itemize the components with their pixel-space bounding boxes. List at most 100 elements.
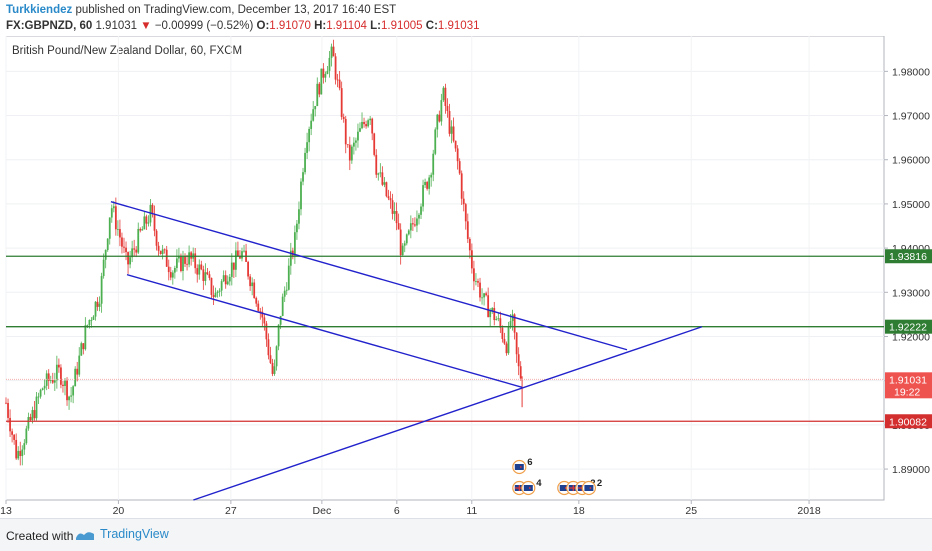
candle-body [23, 443, 26, 450]
candle-body [82, 343, 85, 350]
candle-body [94, 301, 97, 317]
candle-body [479, 282, 481, 298]
economic-events[interactable]: 6422 [512, 457, 602, 496]
candle-body [442, 87, 445, 101]
publish-line: Turkkiendez published on TradingView.com… [6, 4, 396, 16]
candle-body [173, 267, 176, 273]
candle-body [35, 396, 38, 419]
candle-body [198, 264, 201, 275]
y-tick-label: 1.92000 [892, 331, 930, 343]
candle-body [338, 79, 341, 89]
candle-body [62, 384, 64, 386]
y-tick-label: 1.89000 [892, 464, 930, 476]
candle-body [119, 229, 121, 238]
candle-body [389, 198, 392, 201]
candle-body [302, 172, 304, 182]
candle-body [222, 275, 225, 282]
candle-body [355, 140, 357, 143]
time-axis[interactable]: 13 20 27 Dec 6 11 18 25 2018 [0, 500, 821, 517]
high-value: 1.91104 [326, 20, 367, 32]
candle-body [21, 449, 24, 457]
candle-body [84, 325, 87, 350]
price-chart[interactable]: British Pound/New Zealand Dollar, 60, FX… [0, 36, 932, 518]
candle-body [216, 291, 219, 293]
candle-body [357, 131, 359, 141]
candle-body [411, 223, 414, 225]
candle-body [165, 249, 168, 267]
nz-flag-star-icon [589, 487, 592, 489]
candle-body [426, 181, 429, 189]
candle-body [332, 46, 335, 57]
countdown-label: 19:22 [894, 386, 920, 398]
nz-flag-star-icon [519, 466, 522, 468]
candle-body [261, 311, 264, 318]
candle-body [318, 83, 321, 95]
candle-body [367, 120, 370, 127]
candle-body [475, 281, 477, 282]
candle-body [147, 222, 150, 224]
trendline [126, 273, 523, 388]
candle-body [293, 232, 296, 256]
candle-body [519, 366, 522, 379]
candle-body [509, 321, 512, 327]
close-label: C: [425, 20, 438, 32]
event-count: 2 [597, 478, 602, 489]
candle-body [285, 289, 288, 291]
nz-flag-icon [559, 485, 569, 491]
candle-body [491, 307, 494, 311]
candle-body [200, 264, 203, 270]
candle-body [334, 56, 337, 80]
candle-body [287, 265, 290, 290]
candle-body [277, 324, 280, 347]
candle-body [204, 272, 207, 281]
candle-body [180, 255, 182, 272]
candle-body [7, 402, 9, 418]
candle-body [178, 255, 180, 259]
candle-body [224, 275, 227, 285]
candle-body [424, 181, 426, 186]
candle-body [391, 200, 394, 214]
candle-body [314, 106, 317, 110]
candle-body [13, 434, 16, 440]
candle-body [202, 269, 205, 281]
candle-body [259, 310, 262, 312]
candle-body [395, 211, 398, 224]
candle-body [414, 224, 416, 226]
symbol-label[interactable]: FX:GBPNZD, 60 [6, 20, 93, 32]
candle-body [379, 172, 382, 174]
candle-body [350, 146, 353, 161]
candle-body [336, 79, 339, 81]
candle-body [403, 243, 406, 246]
author-link[interactable]: Turkkiendez [6, 4, 73, 16]
grid [5, 36, 884, 500]
candle-body [208, 274, 211, 278]
candle-body [68, 396, 70, 401]
candle-body [468, 238, 471, 251]
candle-body [511, 314, 514, 322]
candle-body [90, 319, 93, 321]
candle-body [365, 124, 367, 127]
candle-body [167, 266, 170, 273]
level-label: 1.92222 [889, 322, 927, 334]
tradingview-brand[interactable]: TradingView [74, 527, 169, 542]
candle-body [106, 238, 109, 251]
horizontal-levels [6, 255, 884, 422]
candle-body [361, 121, 363, 129]
candle-body [304, 152, 306, 173]
candle-body [405, 234, 408, 244]
candle-body [125, 247, 127, 253]
candle-body [416, 218, 418, 226]
candle-body [310, 120, 313, 129]
candle-body [393, 211, 396, 214]
price-axis[interactable]: 1.980001.970001.960001.950001.940001.930… [884, 66, 932, 476]
candle-body [385, 182, 388, 197]
low-label: L: [370, 20, 381, 32]
candle-body [316, 83, 319, 107]
x-tick-label: 25 [685, 505, 697, 517]
candle-body [348, 144, 351, 161]
candle-body [96, 301, 99, 307]
candle-body [184, 256, 186, 264]
candle-body [477, 281, 479, 283]
candle-body [129, 257, 131, 265]
candle-body [436, 114, 439, 130]
